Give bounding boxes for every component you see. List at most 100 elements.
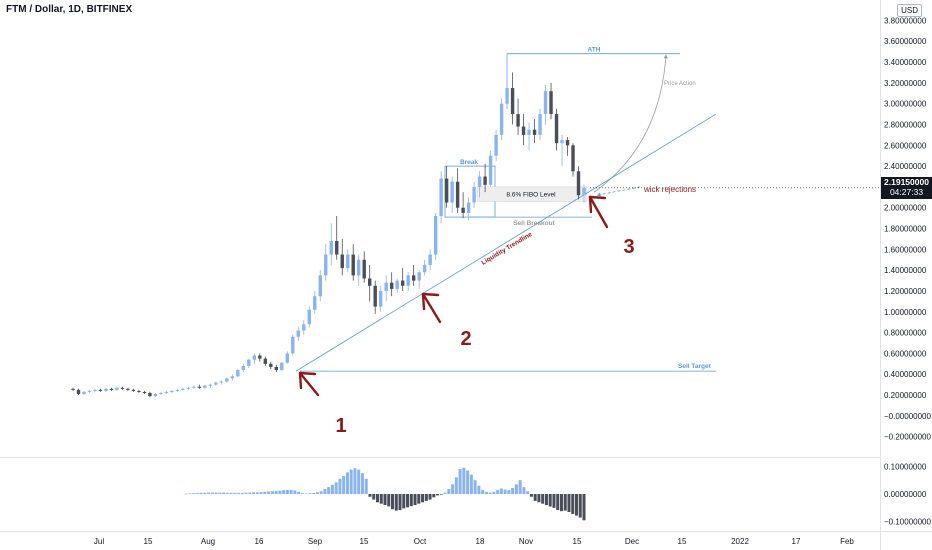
candle-body <box>153 394 158 397</box>
oscillator-bar <box>394 494 398 511</box>
candle-body <box>98 389 103 391</box>
candle-body <box>170 390 174 392</box>
candle-body <box>109 388 114 390</box>
candle-body <box>197 386 202 388</box>
y-tick-label: 2.00000000 <box>884 204 927 213</box>
candle-body <box>389 282 394 289</box>
candle-body <box>307 309 311 325</box>
oscillator-bar <box>582 494 586 521</box>
oscillator-bar <box>349 469 353 494</box>
candle-body <box>384 282 388 291</box>
oscillator-bar <box>214 492 218 494</box>
oscillator-bar <box>364 478 368 494</box>
candle-body <box>82 391 86 395</box>
candle-body <box>554 114 559 144</box>
oscillator-bar <box>319 491 323 494</box>
oscillator-bar <box>481 489 485 494</box>
oscillator-bar <box>259 492 263 494</box>
oscillator-bar <box>469 474 473 494</box>
pane-divider[interactable] <box>0 457 880 458</box>
candle-body <box>582 187 586 196</box>
y-tick-label: 3.20000000 <box>884 79 927 88</box>
candle-body <box>543 91 548 115</box>
x-tick-label: Aug <box>201 537 215 546</box>
candle-body <box>285 353 289 363</box>
y-tick-label: 3.40000000 <box>884 58 927 67</box>
oscillator-bar <box>499 488 503 494</box>
x-tick-label: Oct <box>414 537 427 546</box>
arrow-head-b <box>298 371 303 390</box>
candles-layer <box>71 53 586 398</box>
oscillator-bar <box>391 494 395 510</box>
x-tick-label: 15 <box>573 537 582 546</box>
oscillator-bar <box>439 494 443 495</box>
candle-body <box>159 392 163 395</box>
oscillator-bar <box>285 489 289 494</box>
candle-body <box>131 389 136 391</box>
candle-body <box>538 114 542 135</box>
annotation-labels: ATH Price Action Break 8.6% FIBO Level Sell … <box>298 47 712 437</box>
oscillator-bar <box>522 487 526 494</box>
oscillator-bar <box>372 494 376 500</box>
ath-label: ATH <box>588 47 601 54</box>
candle-body <box>395 280 399 289</box>
candle-body <box>368 278 372 286</box>
oscillator-bar <box>424 494 428 501</box>
oscillator-bar <box>413 494 417 506</box>
oscillator-bar <box>338 478 342 494</box>
oscillator-bar <box>345 472 349 494</box>
candle-body <box>258 355 262 359</box>
oscillator-bar <box>323 489 327 494</box>
y-tick-label: 3.80000000 <box>884 16 927 25</box>
arrow-head-b <box>421 292 426 311</box>
candle-body <box>318 275 322 297</box>
candle-body <box>252 355 257 360</box>
y-tick-label: 1.40000000 <box>884 266 927 275</box>
oscillator-bar <box>252 492 256 494</box>
price-axis[interactable]: 3.80000000 3.60000000 3.40000000 3.20000000… <box>884 16 931 526</box>
oscillator-bar <box>409 494 413 507</box>
candle-body <box>104 388 108 391</box>
oscillator-bar <box>432 494 436 498</box>
candle-body <box>439 178 443 217</box>
candle-body <box>214 382 218 385</box>
candle-body <box>417 272 421 281</box>
break-label: Break <box>460 159 478 166</box>
candle-body <box>137 390 141 392</box>
candle-body <box>516 114 520 127</box>
oscillator-bar <box>357 469 361 494</box>
arrow-1 <box>298 371 320 397</box>
oscillator-bar <box>184 493 188 495</box>
candle-body <box>302 324 306 331</box>
oscillator-bar <box>342 476 346 494</box>
oscillator-bar <box>559 494 563 512</box>
oscillator-bar <box>218 492 222 494</box>
oscillator-bar <box>229 492 233 494</box>
candle-body <box>269 363 273 367</box>
oscillator-bar <box>383 494 387 506</box>
time-axis[interactable]: Jul 15 Aug 16 Sep 15 Oct 18 Nov 15 Dec 15 2022 17 Feb <box>94 537 855 546</box>
oscillator-bar <box>571 494 575 514</box>
x-tick-label: 18 <box>476 537 485 546</box>
oscillator-bar <box>556 494 560 511</box>
oscillator-bar <box>330 484 334 494</box>
oscillator-bar <box>255 492 259 494</box>
currency-selector[interactable]: USD <box>897 4 922 17</box>
arrow-head-a <box>298 371 317 376</box>
time-axis-divider <box>0 531 932 532</box>
candle-body <box>192 386 196 388</box>
candle-body <box>296 330 300 337</box>
candle-body <box>313 296 317 310</box>
x-tick-label: 17 <box>792 537 801 546</box>
candle-body <box>148 392 152 397</box>
x-tick-label: Sep <box>308 537 323 546</box>
y-tick-label: 2.80000000 <box>884 120 927 129</box>
candle-body <box>411 275 416 281</box>
oscillator-bar <box>402 494 406 509</box>
oscillator-bar <box>451 484 455 494</box>
y-tick-label: 1.00000000 <box>884 308 927 317</box>
oscillator-bar <box>477 485 481 494</box>
candle-body <box>263 358 268 364</box>
x-tick-label: 15 <box>144 537 153 546</box>
